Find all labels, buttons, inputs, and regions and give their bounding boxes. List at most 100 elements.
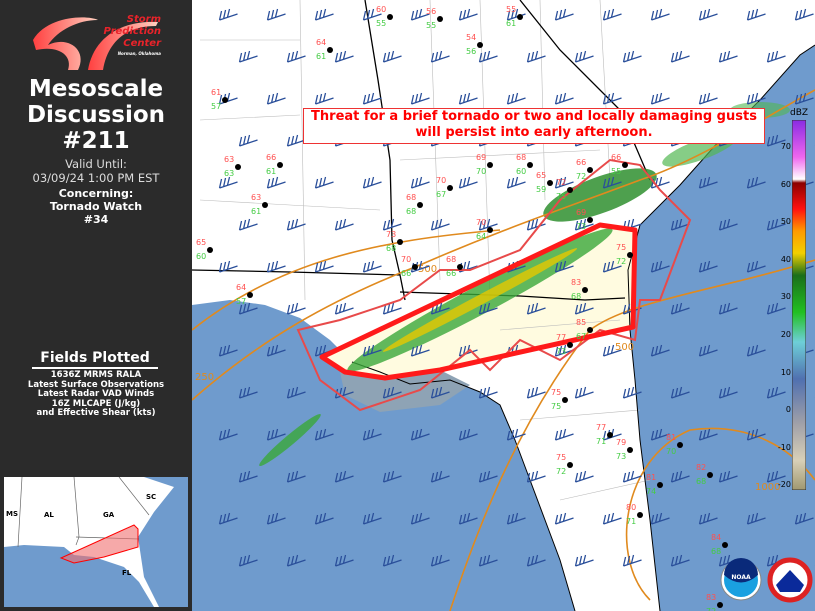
wind-barb [478,50,498,63]
wind-barb [362,344,382,357]
station-dewpoint: 72 [556,467,566,476]
wind-barb [574,386,594,399]
wind-barb [506,428,526,441]
station-dewpoint: 59 [536,185,546,194]
station-temperature: 61 [211,88,221,97]
wind-barb [334,50,354,63]
wind-barb [430,50,450,63]
colorbar-tick: 50 [780,217,791,227]
station-temperature: 68 [516,153,526,162]
station-temperature: 70 [476,218,486,227]
station-temperature: 69 [476,153,486,162]
wind-barb [382,386,402,399]
wind-barb [334,554,354,567]
wind-barb [266,428,286,441]
wind-barb [314,344,334,357]
station-dot [707,472,713,478]
watch-number: #34 [83,213,109,226]
station-temperature: 83 [571,278,581,287]
wind-barb [766,50,786,63]
wind-barb [670,470,690,483]
wind-barb [506,8,526,21]
wind-barb [218,8,238,21]
station-dot [637,512,643,518]
field-item: Latest Radar VAD Winds [37,389,155,400]
colorbar-unit: dBZ [790,108,809,118]
station-temperature: 64 [236,283,246,292]
wind-barb [362,176,382,189]
wind-barb [410,344,430,357]
wind-barb [218,260,238,273]
inset-gulf [4,545,154,607]
wind-barb [218,428,238,441]
wind-barb [458,8,478,21]
station-dewpoint: 72 [576,172,586,181]
station-dewpoint: 61 [506,19,516,28]
station-dot [457,264,463,270]
station-dewpoint: 64 [476,232,486,241]
wind-barb [362,92,382,105]
station-dot [387,14,393,20]
wind-barb [286,50,306,63]
inset-state-label: MS [6,510,18,518]
wind-barb [266,512,286,525]
station-temperature: 55 [506,5,516,14]
wind-barb [410,428,430,441]
station-dewpoint: 57 [211,102,221,111]
station-temperature: 56 [426,7,436,16]
md-outline [319,222,638,381]
wind-barb [602,92,622,105]
station-dewpoint: 55 [376,19,386,28]
colorbar-tick: -20 [777,480,791,490]
station-dewpoint: 61 [266,167,276,176]
station-dot [567,187,573,193]
wind-barb [430,218,450,231]
station-dot [567,462,573,468]
wind-barb [458,428,478,441]
station-dot [487,162,493,168]
station-dot [587,217,593,223]
wind-barb [238,218,258,231]
wind-barb [746,176,766,189]
station-dewpoint: 60 [516,167,526,176]
title-line: Mesoscale [28,76,164,102]
wind-barb [382,302,402,315]
station-temperature: 63 [251,193,261,202]
logo-text: Storm [126,14,161,25]
station-temperature: 54 [466,33,476,42]
inset-state-label: GA [103,511,115,519]
wind-barb [622,470,642,483]
station-dewpoint: 70 [666,447,676,456]
station-dewpoint: 73 [576,222,586,231]
wind-barb [602,512,622,525]
station-dot [417,202,423,208]
wind-barb [698,92,718,105]
station-temperature: 77 [556,333,566,342]
inset-md-area [59,524,139,564]
logo-text: Center [123,38,161,49]
station-dewpoint: 55 [426,21,436,30]
wind-barb [362,260,382,273]
cape-label: 1000 [755,482,780,493]
station-dot [547,180,553,186]
wind-barb [622,554,642,567]
info-panel: Storm Prediction Center Norman, Oklahoma… [0,0,192,611]
wind-barb [650,428,670,441]
concerning: Concerning: Tornado Watch #34 [0,187,192,226]
colorbar-tick: 60 [780,179,791,189]
station-temperature: 79 [616,438,626,447]
station-dot [627,252,633,258]
wind-barb [362,428,382,441]
wind-barb [430,302,450,315]
wind-barb [746,92,766,105]
station-temperature: 65 [536,171,546,180]
station-dewpoint: 57 [236,297,246,306]
wind-barb [526,386,546,399]
wind-barb [238,554,258,567]
station-temperature: 75 [551,388,561,397]
wind-barb [382,218,402,231]
wind-barb [458,92,478,105]
station-dot [722,542,728,548]
wind-barb [670,218,690,231]
wind-barb [286,218,306,231]
